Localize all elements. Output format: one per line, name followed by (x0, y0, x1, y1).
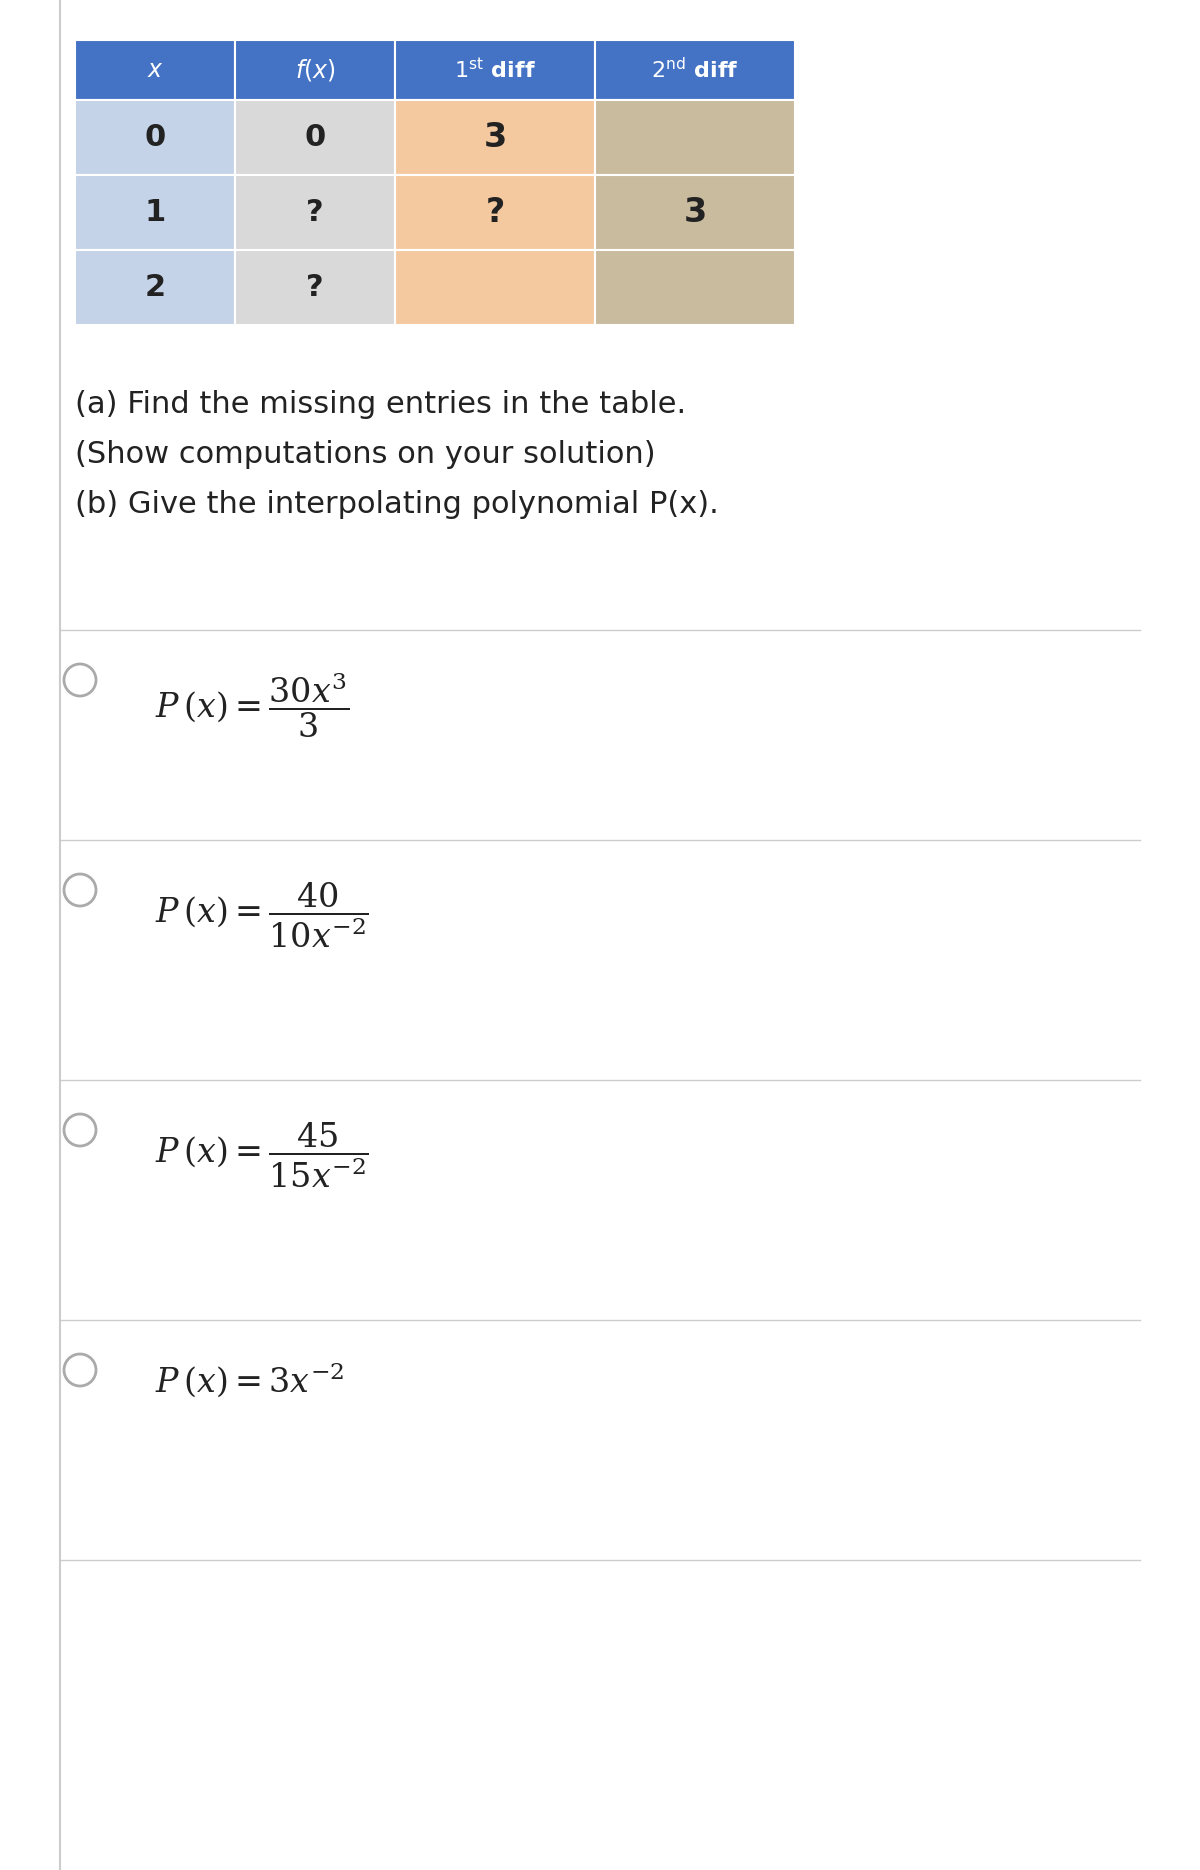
Text: (b) Give the interpolating polynomial P(x).: (b) Give the interpolating polynomial P(… (74, 490, 719, 520)
Text: $P\,(x) = \dfrac{45}{15x^{-2}}$: $P\,(x) = \dfrac{45}{15x^{-2}}$ (155, 1120, 368, 1189)
Text: ?: ? (485, 196, 505, 228)
Text: 0: 0 (144, 123, 166, 151)
Text: $P\,(x) = \dfrac{30x^3}{3}$: $P\,(x) = \dfrac{30x^3}{3}$ (155, 669, 349, 739)
Bar (235, 39, 395, 99)
Bar (595, 99, 796, 176)
Text: $2^{\rm nd}$ diff: $2^{\rm nd}$ diff (652, 58, 739, 82)
Text: 1: 1 (144, 198, 166, 226)
Text: (Show computations on your solution): (Show computations on your solution) (74, 439, 655, 469)
Text: $f(x)$: $f(x)$ (295, 56, 335, 82)
Text: $1^{\rm st}$ diff: $1^{\rm st}$ diff (454, 58, 536, 82)
Bar (74, 39, 235, 99)
Bar (395, 99, 595, 176)
Bar (235, 99, 395, 176)
Bar (595, 251, 796, 325)
Bar (74, 251, 235, 325)
Text: 0: 0 (305, 123, 325, 151)
Text: (a) Find the missing entries in the table.: (a) Find the missing entries in the tabl… (74, 391, 686, 419)
Bar (235, 176, 395, 251)
Bar (74, 176, 235, 251)
Bar (235, 251, 395, 325)
Bar (395, 251, 595, 325)
Text: ?: ? (306, 198, 324, 226)
Bar (395, 176, 595, 251)
Bar (74, 99, 235, 176)
Text: 2: 2 (144, 273, 166, 301)
Text: 3: 3 (683, 196, 707, 228)
Text: ?: ? (306, 273, 324, 301)
Text: $P\,(x) = 3x^{-2}$: $P\,(x) = 3x^{-2}$ (155, 1359, 344, 1399)
Bar (595, 39, 796, 99)
Text: $P\,(x) = \dfrac{40}{10x^{-2}}$: $P\,(x) = \dfrac{40}{10x^{-2}}$ (155, 881, 368, 950)
Bar (595, 176, 796, 251)
Text: $x$: $x$ (146, 58, 163, 82)
Bar (395, 39, 595, 99)
Text: 3: 3 (484, 122, 506, 153)
